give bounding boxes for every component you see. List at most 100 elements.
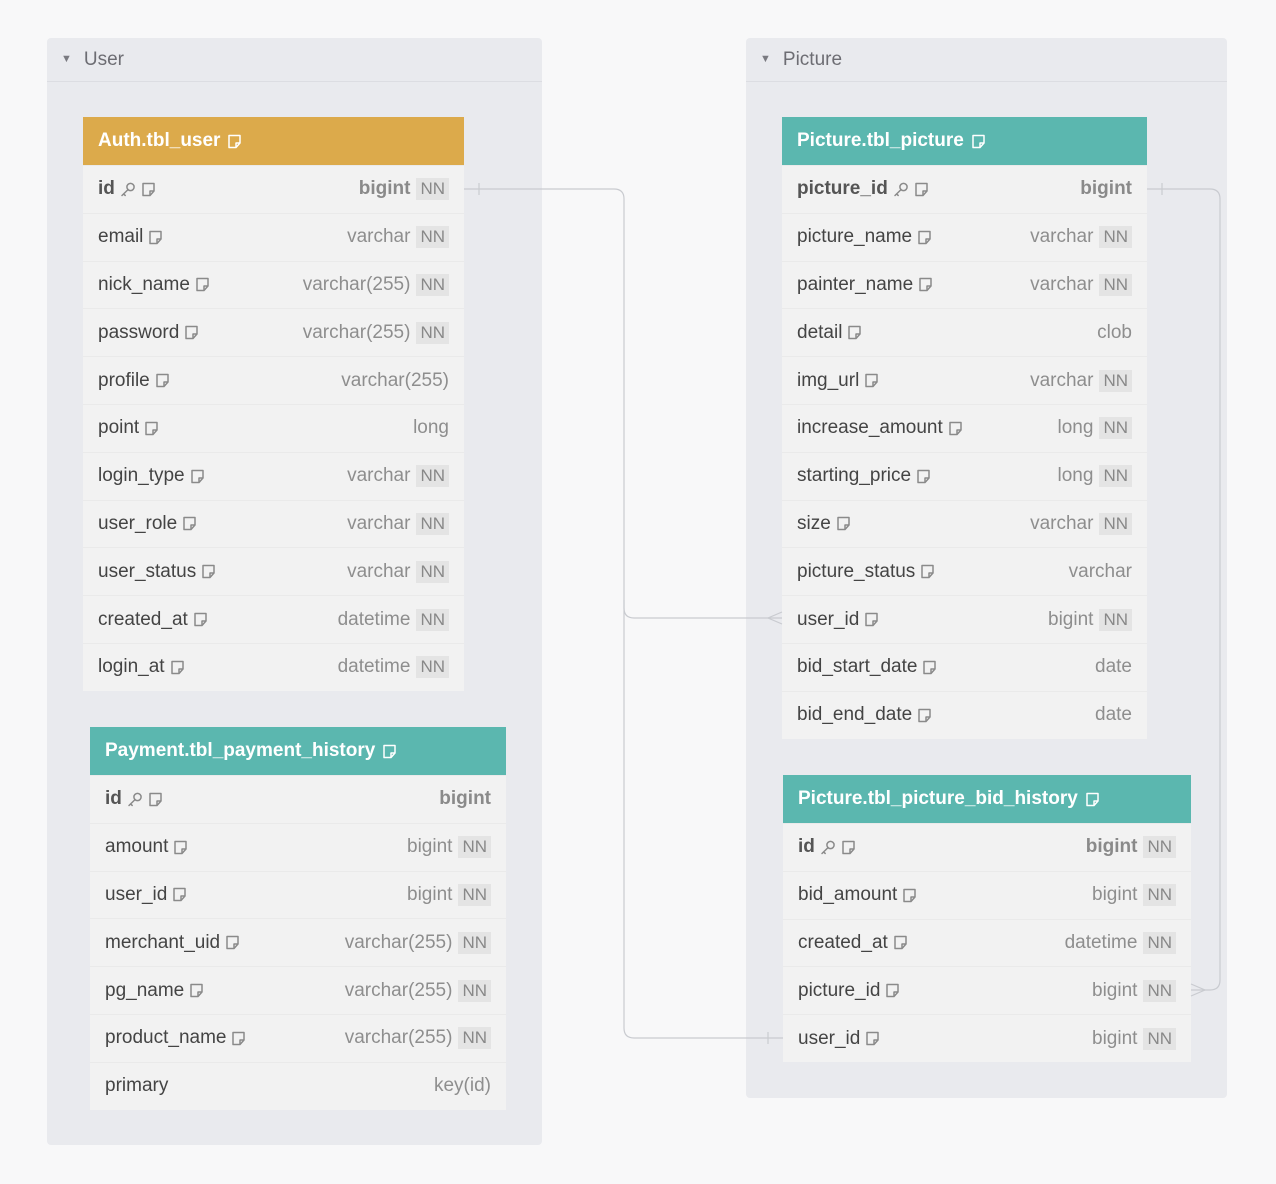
note-icon[interactable] (193, 612, 208, 627)
table-header[interactable]: Auth.tbl_user (83, 117, 464, 165)
table-picture-tbl-picture-bid-history[interactable]: Picture.tbl_picture_bid_history id bigint N… (783, 775, 1191, 1062)
field-row[interactable]: password varchar(255) NN (83, 308, 464, 356)
field-row[interactable]: detail clob (782, 308, 1147, 356)
field-row[interactable]: painter_name varchar NN (782, 260, 1147, 309)
note-icon[interactable] (182, 516, 197, 531)
field-type-text: datetime (1064, 931, 1138, 953)
note-icon[interactable] (225, 935, 240, 950)
table-auth-tbl-user[interactable]: Auth.tbl_user id bigint NN email varchar NN nic… (83, 117, 464, 691)
table-header[interactable]: Picture.tbl_picture_bid_history (783, 775, 1191, 823)
note-icon[interactable] (144, 421, 159, 436)
note-icon[interactable] (893, 935, 908, 950)
group-header-user[interactable]: ▼ User (47, 38, 542, 82)
field-row[interactable]: img_url varchar NN (782, 356, 1147, 404)
field-row[interactable]: login_at datetime NN (83, 642, 464, 691)
field-row[interactable]: login_type varchar NN (83, 451, 464, 500)
note-icon[interactable] (902, 888, 917, 903)
note-icon[interactable] (948, 421, 963, 436)
field-row[interactable]: email varchar NN (83, 212, 464, 261)
note-icon[interactable] (170, 660, 185, 675)
field-row[interactable]: bid_amount bigint NN (783, 870, 1191, 919)
field-row[interactable]: point long (83, 403, 464, 452)
note-icon[interactable] (916, 469, 931, 484)
field-row[interactable]: bid_end_date date (782, 690, 1147, 739)
field-row[interactable]: pg_name varchar(255) NN (90, 966, 506, 1014)
not-null-badge: NN (1099, 273, 1132, 296)
field-row[interactable]: starting_price long NN (782, 451, 1147, 500)
note-icon[interactable] (382, 744, 397, 759)
field-name: picture_id (798, 980, 900, 1002)
field-row[interactable]: id bigint NN (83, 165, 464, 213)
field-row[interactable]: user_id bigint NN (782, 595, 1147, 643)
note-icon[interactable] (836, 516, 851, 531)
group-header-picture[interactable]: ▼ Picture (746, 38, 1227, 82)
note-icon[interactable] (227, 134, 242, 149)
field-row[interactable]: id bigint NN (783, 823, 1191, 871)
field-row[interactable]: created_at datetime NN (783, 918, 1191, 967)
note-icon[interactable] (865, 1031, 880, 1046)
field-row[interactable]: product_name varchar(255) NN (90, 1013, 506, 1062)
field-type: varchar(255) NN (303, 321, 449, 344)
field-row[interactable]: user_status varchar NN (83, 547, 464, 595)
field-type: bigint NN (1092, 884, 1176, 907)
field-row[interactable]: created_at datetime NN (83, 595, 464, 643)
field-row[interactable]: picture_id bigint NN (783, 966, 1191, 1014)
field-row[interactable]: picture_status varchar (782, 547, 1147, 595)
field-row[interactable]: bid_start_date date (782, 642, 1147, 691)
collapse-caret-icon[interactable]: ▼ (760, 52, 771, 65)
note-icon[interactable] (231, 1031, 246, 1046)
note-icon[interactable] (920, 564, 935, 579)
field-row[interactable]: amount bigint NN (90, 822, 506, 871)
table-name: Auth.tbl_user (98, 130, 221, 151)
note-icon[interactable] (841, 840, 856, 855)
field-row[interactable]: picture_name varchar NN (782, 212, 1147, 261)
note-icon[interactable] (155, 373, 170, 388)
field-name-text: picture_id (797, 178, 888, 200)
note-icon[interactable] (195, 277, 210, 292)
note-icon[interactable] (917, 230, 932, 245)
note-icon[interactable] (1085, 792, 1100, 807)
table-picture-tbl-picture[interactable]: Picture.tbl_picture picture_id bigint pictu… (782, 117, 1147, 739)
table-payment-tbl-payment-history[interactable]: Payment.tbl_payment_history id bigint amoun… (90, 727, 506, 1110)
note-icon[interactable] (864, 373, 879, 388)
note-icon[interactable] (148, 792, 163, 807)
field-row[interactable]: primary key(id) (90, 1061, 506, 1110)
note-icon[interactable] (190, 469, 205, 484)
field-name: picture_id (797, 178, 929, 200)
note-icon[interactable] (148, 230, 163, 245)
not-null-badge: NN (458, 836, 491, 859)
field-row[interactable]: id bigint (90, 775, 506, 823)
note-icon[interactable] (864, 612, 879, 627)
note-icon[interactable] (201, 564, 216, 579)
table-header[interactable]: Picture.tbl_picture (782, 117, 1147, 165)
collapse-caret-icon[interactable]: ▼ (61, 52, 72, 65)
field-row[interactable]: increase_amount long NN (782, 403, 1147, 452)
note-icon[interactable] (172, 887, 187, 902)
note-icon[interactable] (918, 277, 933, 292)
field-name: pg_name (105, 980, 204, 1002)
field-row[interactable]: nick_name varchar(255) NN (83, 260, 464, 309)
note-icon[interactable] (917, 708, 932, 723)
field-row[interactable]: merchant_uid varchar(255) NN (90, 918, 506, 966)
note-icon[interactable] (141, 182, 156, 197)
not-null-badge: NN (1143, 979, 1176, 1002)
note-icon[interactable] (847, 325, 862, 340)
note-icon[interactable] (914, 182, 929, 197)
note-icon[interactable] (971, 134, 986, 149)
field-name-text: starting_price (797, 465, 912, 487)
note-icon[interactable] (885, 983, 900, 998)
field-type: date (1095, 656, 1132, 678)
field-row[interactable]: user_id bigint NN (90, 870, 506, 919)
field-row[interactable]: profile varchar(255) (83, 356, 464, 404)
note-icon[interactable] (184, 325, 199, 340)
note-icon[interactable] (189, 983, 204, 998)
not-null-badge: NN (416, 273, 449, 296)
note-icon[interactable] (173, 840, 188, 855)
field-row[interactable]: user_id bigint NN (783, 1014, 1191, 1062)
field-row[interactable]: user_role varchar NN (83, 499, 464, 548)
field-row[interactable]: picture_id bigint (782, 165, 1147, 213)
field-row[interactable]: size varchar NN (782, 499, 1147, 548)
field-type: bigint NN (407, 836, 491, 859)
note-icon[interactable] (922, 660, 937, 675)
table-header[interactable]: Payment.tbl_payment_history (90, 727, 506, 775)
